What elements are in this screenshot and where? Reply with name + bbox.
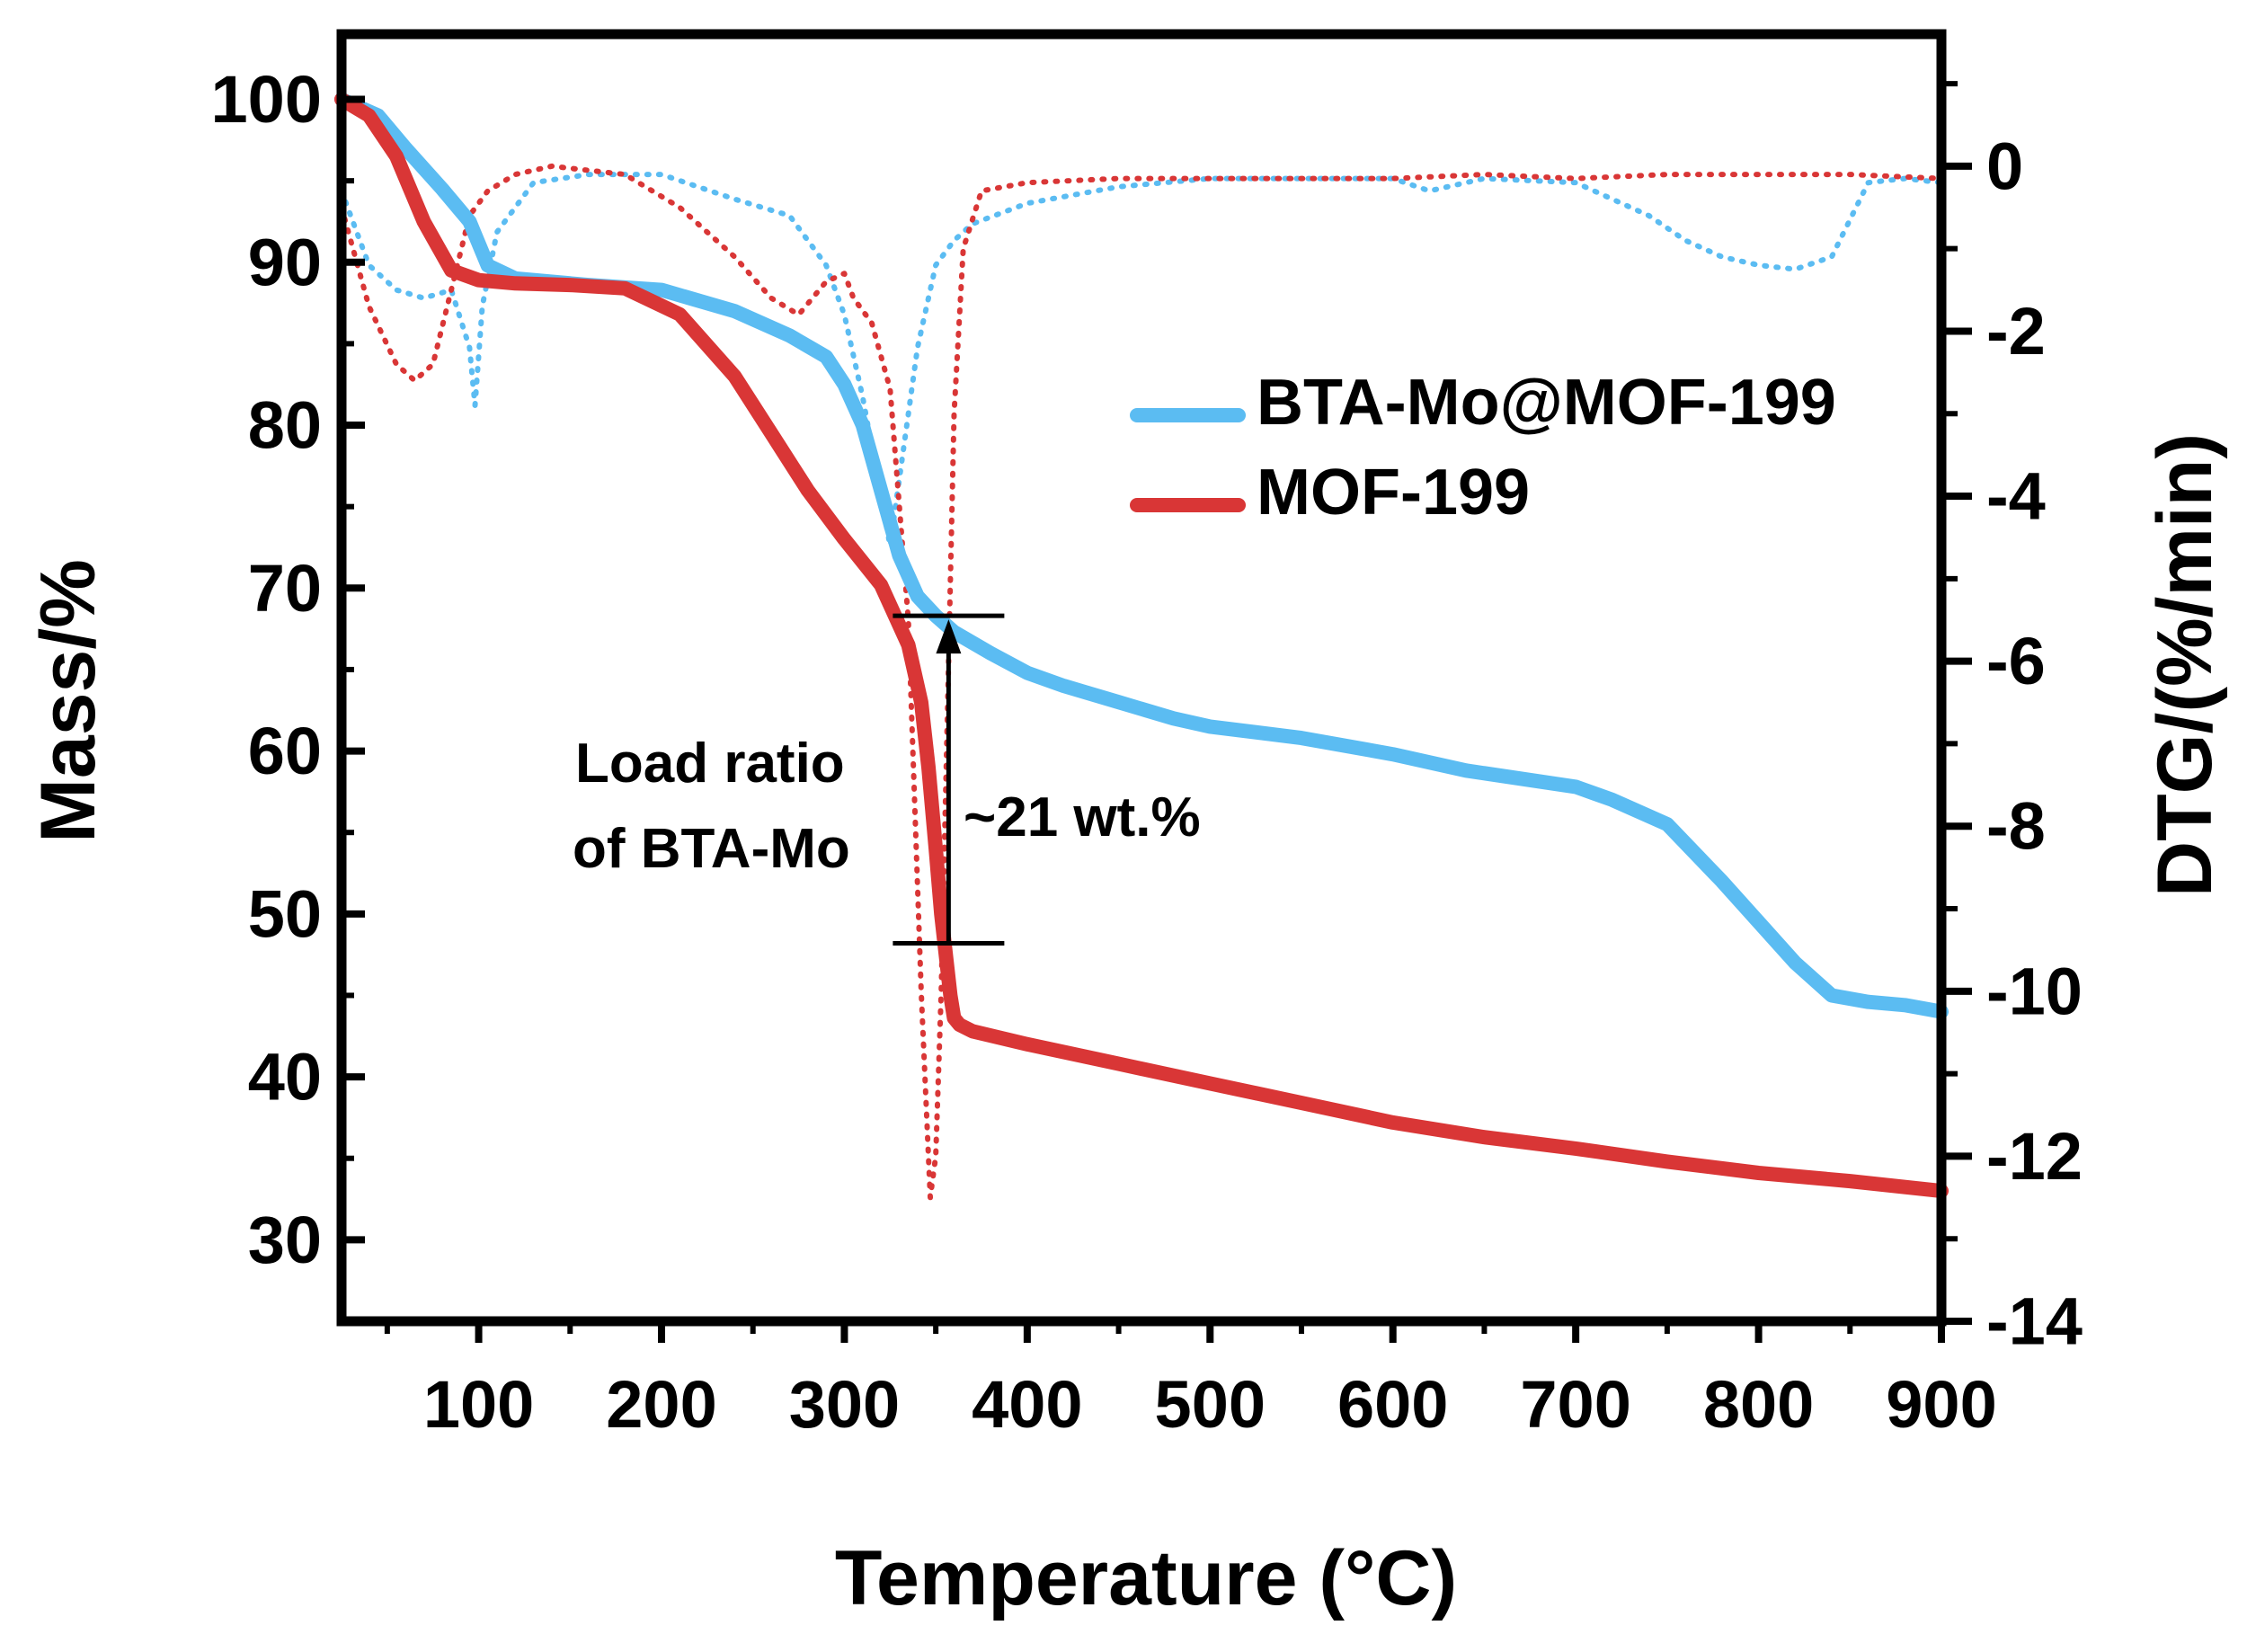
right-axis-title: DTG/(%/min) (2142, 433, 2228, 897)
x-tick-label: 100 (423, 1367, 534, 1442)
series-line-bta-mo-mof-199-dtg (339, 172, 1944, 549)
legend: BTA-Mo@MOF-199 MOF-199 (1130, 367, 1836, 528)
right-tick-label: -4 (1986, 459, 2046, 534)
x-tick-label: 200 (606, 1367, 716, 1442)
series-line-mof-199-dtg (339, 163, 1944, 1201)
left-tick-label: 30 (248, 1203, 322, 1277)
left-tick-label: 90 (248, 225, 322, 299)
load-ratio-label-line2: of BTA-Mo (573, 818, 850, 880)
left-axis-ticks: 30 40 50 60 70 80 90 100 (211, 62, 365, 1277)
left-tick-label: 100 (211, 62, 322, 137)
x-axis-ticks: 100 200 300 400 500 600 700 800 900 (384, 1321, 1997, 1442)
right-tick-label: -10 (1986, 954, 2083, 1028)
load-ratio-annotation: Load ratio of BTA-Mo ~21 wt.% (573, 613, 1201, 946)
legend-label-mof-199: MOF-199 (1257, 457, 1530, 528)
plot-frame (336, 29, 1947, 1327)
right-tick-label: -6 (1986, 624, 2046, 698)
left-tick-label: 60 (248, 714, 322, 788)
load-ratio-value: ~21 wt.% (964, 786, 1201, 848)
right-tick-label: -12 (1986, 1119, 2083, 1194)
left-tick-label: 40 (248, 1040, 322, 1115)
x-tick-label: 800 (1703, 1367, 1814, 1442)
x-tick-label: 500 (1155, 1367, 1266, 1442)
left-axis-title: Mass/% (25, 559, 111, 843)
x-tick-label: 600 (1337, 1367, 1448, 1442)
bracket-arrowhead (936, 619, 962, 654)
plot-lines (334, 92, 1949, 1201)
x-tick-label: 700 (1520, 1367, 1630, 1442)
legend-label-bta-mo-mof-199: BTA-Mo@MOF-199 (1257, 367, 1836, 439)
left-tick-label: 50 (248, 876, 322, 951)
series-line-mof-199 (334, 92, 1949, 1198)
x-tick-label: 900 (1886, 1367, 1996, 1442)
left-tick-label: 70 (248, 551, 322, 626)
right-tick-label: -2 (1986, 294, 2046, 369)
right-tick-label: -8 (1986, 789, 2046, 864)
left-tick-label: 80 (248, 388, 322, 463)
load-ratio-label-line1: Load ratio (575, 733, 845, 795)
right-tick-label: -14 (1986, 1284, 2083, 1359)
x-axis-title: Temperature (°C) (835, 1535, 1457, 1621)
right-axis-ticks: 0 -2 -4 -6 -8 -10 -12 -14 (1941, 81, 2083, 1359)
x-tick-label: 300 (789, 1367, 900, 1442)
x-tick-label: 400 (972, 1367, 1082, 1442)
right-tick-label: 0 (1986, 129, 2023, 203)
